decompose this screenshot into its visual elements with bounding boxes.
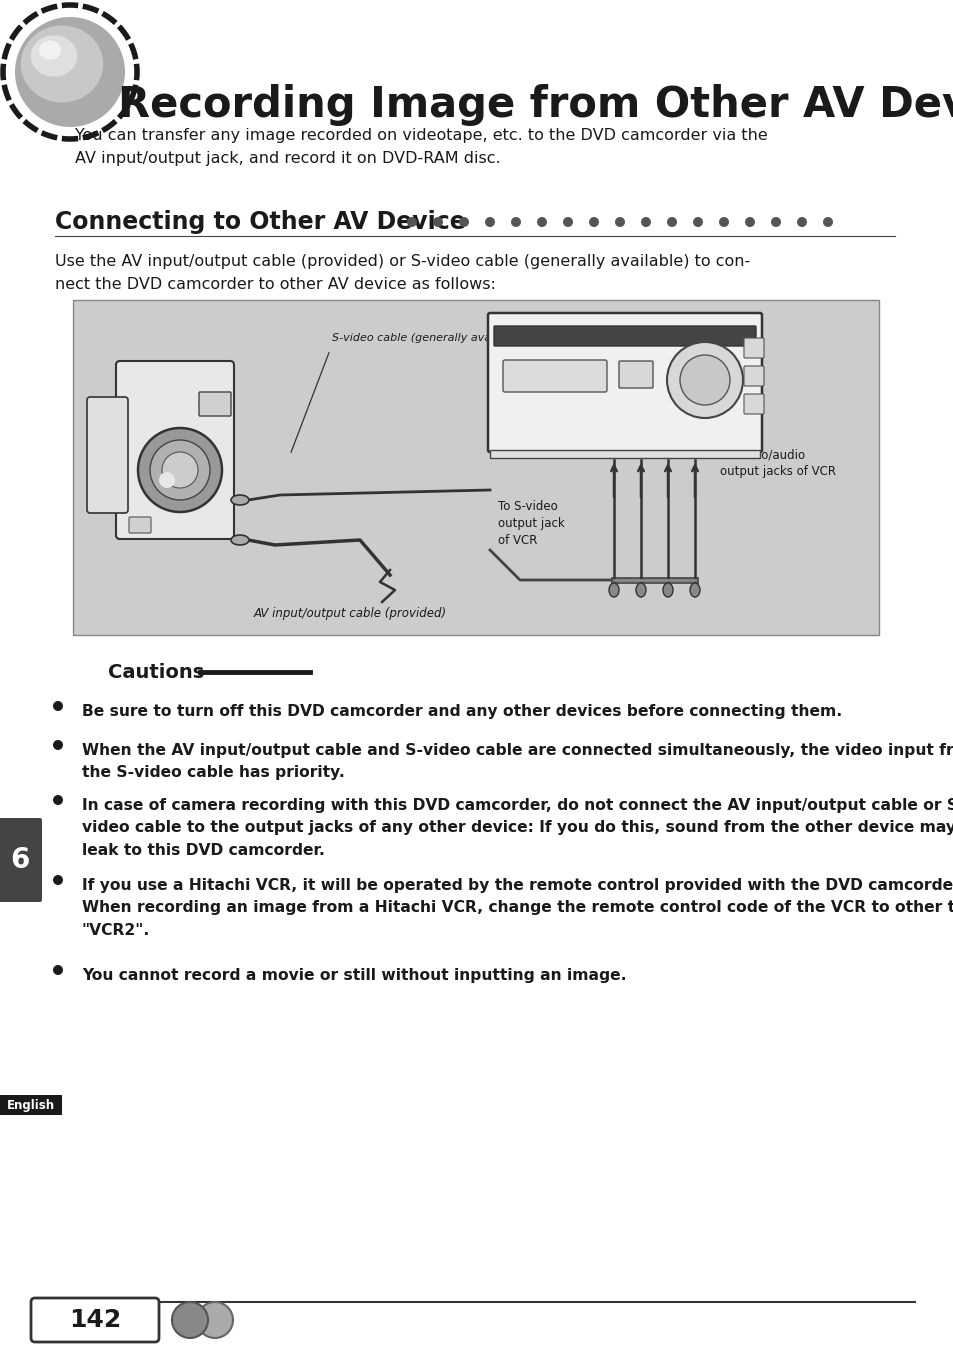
FancyBboxPatch shape bbox=[87, 397, 128, 512]
Circle shape bbox=[770, 218, 781, 227]
Ellipse shape bbox=[636, 583, 645, 598]
Circle shape bbox=[407, 218, 416, 227]
Text: 6: 6 bbox=[10, 846, 30, 873]
Text: AV input/output cable (provided): AV input/output cable (provided) bbox=[253, 607, 446, 621]
FancyBboxPatch shape bbox=[0, 1095, 62, 1115]
Circle shape bbox=[162, 452, 198, 488]
FancyBboxPatch shape bbox=[30, 1298, 159, 1343]
FancyBboxPatch shape bbox=[0, 818, 42, 902]
Circle shape bbox=[53, 875, 63, 886]
Circle shape bbox=[666, 342, 742, 418]
Text: S-video cable (generally avairable): S-video cable (generally avairable) bbox=[332, 333, 527, 343]
Circle shape bbox=[433, 218, 442, 227]
Circle shape bbox=[796, 218, 806, 227]
Circle shape bbox=[719, 218, 728, 227]
FancyBboxPatch shape bbox=[743, 338, 763, 358]
Text: English: English bbox=[7, 1098, 55, 1111]
Text: To video/audio
output jacks of VCR: To video/audio output jacks of VCR bbox=[720, 448, 835, 479]
Text: 142: 142 bbox=[69, 1307, 121, 1332]
Ellipse shape bbox=[15, 18, 125, 127]
Circle shape bbox=[511, 218, 520, 227]
Circle shape bbox=[53, 965, 63, 975]
Circle shape bbox=[615, 218, 624, 227]
FancyBboxPatch shape bbox=[743, 366, 763, 387]
Circle shape bbox=[150, 439, 210, 500]
Circle shape bbox=[822, 218, 832, 227]
Ellipse shape bbox=[21, 26, 103, 103]
Circle shape bbox=[159, 472, 174, 488]
Circle shape bbox=[562, 218, 573, 227]
Text: Cautions: Cautions bbox=[108, 662, 204, 681]
Text: When the AV input/output cable and S-video cable are connected simultaneously, t: When the AV input/output cable and S-vid… bbox=[82, 744, 953, 780]
Text: In case of camera recording with this DVD camcorder, do not connect the AV input: In case of camera recording with this DV… bbox=[82, 798, 953, 859]
Circle shape bbox=[172, 1302, 208, 1338]
Ellipse shape bbox=[231, 535, 249, 545]
FancyBboxPatch shape bbox=[743, 393, 763, 414]
Circle shape bbox=[692, 218, 702, 227]
Text: Be sure to turn off this DVD camcorder and any other devices before connecting t: Be sure to turn off this DVD camcorder a… bbox=[82, 704, 841, 719]
Circle shape bbox=[53, 740, 63, 750]
FancyBboxPatch shape bbox=[199, 392, 231, 416]
Ellipse shape bbox=[39, 41, 61, 59]
FancyBboxPatch shape bbox=[488, 314, 761, 452]
Ellipse shape bbox=[608, 583, 618, 598]
FancyBboxPatch shape bbox=[494, 326, 755, 346]
Ellipse shape bbox=[662, 583, 672, 598]
Text: Use the AV input/output cable (provided) or S-video cable (generally available) : Use the AV input/output cable (provided)… bbox=[55, 254, 749, 292]
Circle shape bbox=[744, 218, 754, 227]
Circle shape bbox=[138, 429, 222, 512]
FancyBboxPatch shape bbox=[618, 361, 652, 388]
FancyBboxPatch shape bbox=[502, 360, 606, 392]
Circle shape bbox=[588, 218, 598, 227]
Circle shape bbox=[640, 218, 650, 227]
Ellipse shape bbox=[231, 495, 249, 506]
Text: To S-video
output jack
of VCR: To S-video output jack of VCR bbox=[497, 500, 564, 548]
Circle shape bbox=[53, 795, 63, 804]
Circle shape bbox=[666, 218, 677, 227]
Circle shape bbox=[679, 356, 729, 406]
FancyBboxPatch shape bbox=[73, 300, 878, 635]
Circle shape bbox=[53, 700, 63, 711]
Ellipse shape bbox=[689, 583, 700, 598]
Text: You cannot record a movie or still without inputting an image.: You cannot record a movie or still witho… bbox=[82, 968, 626, 983]
Text: If you use a Hitachi VCR, it will be operated by the remote control provided wit: If you use a Hitachi VCR, it will be ope… bbox=[82, 877, 953, 938]
Text: Recording Image from Other AV Devices: Recording Image from Other AV Devices bbox=[118, 84, 953, 126]
Text: You can transfer any image recorded on videotape, etc. to the DVD camcorder via : You can transfer any image recorded on v… bbox=[75, 128, 767, 166]
FancyBboxPatch shape bbox=[116, 361, 233, 539]
Ellipse shape bbox=[30, 35, 77, 77]
Circle shape bbox=[458, 218, 469, 227]
FancyBboxPatch shape bbox=[490, 450, 760, 458]
Text: Connecting to Other AV Device: Connecting to Other AV Device bbox=[55, 210, 465, 234]
Circle shape bbox=[537, 218, 546, 227]
Circle shape bbox=[196, 1302, 233, 1338]
Circle shape bbox=[484, 218, 495, 227]
FancyBboxPatch shape bbox=[129, 516, 151, 533]
